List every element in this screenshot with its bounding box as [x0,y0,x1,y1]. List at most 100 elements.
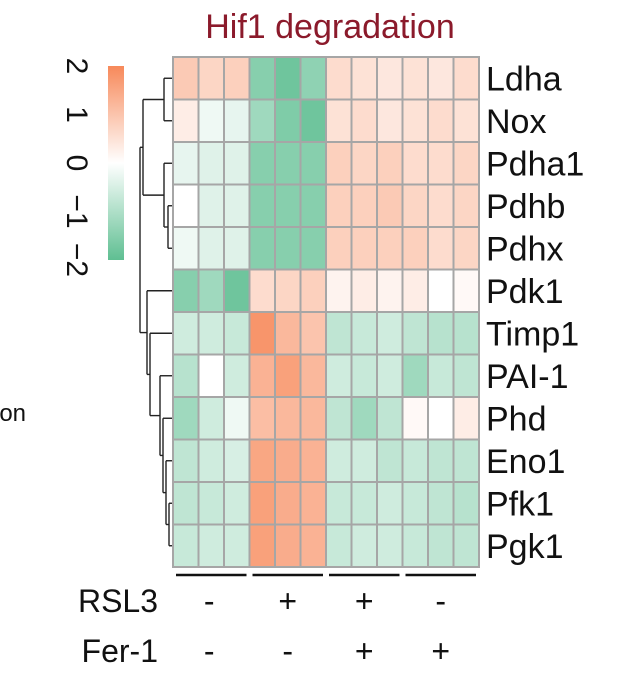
heatmap-cell [174,270,198,311]
heatmap-cell [199,483,223,524]
heatmap-cell [454,185,478,226]
heatmap-cell [454,228,478,269]
heatmap-cell [403,313,427,354]
heatmap-cell [378,483,402,524]
heatmap-cell [250,525,274,566]
heatmap-cell [352,483,376,524]
heatmap-cell [378,525,402,566]
heatmap-cell [378,270,402,311]
heatmap-cell [276,483,300,524]
heatmap-cell [429,398,453,439]
heatmap-cell [429,313,453,354]
row-label: Pfk1 [486,485,554,523]
heatmap-cell [327,228,351,269]
heatmap-cell [276,228,300,269]
heatmap-cell [327,398,351,439]
row-label: Ldha [486,60,562,98]
heatmap-cell [225,313,249,354]
heatmap-cell [454,313,478,354]
heatmap-cell [378,100,402,141]
heatmap-cell [276,100,300,141]
heatmap-cell [225,525,249,566]
heatmap-cell [454,355,478,396]
heatmap-cell [429,440,453,481]
row-label: Phd [486,400,547,438]
row-label: Pdhx [486,230,564,268]
heatmap-cell [199,355,223,396]
heatmap-cell [378,313,402,354]
heatmap-cell [327,313,351,354]
heatmap-cell [225,185,249,226]
heatmap-cell [301,313,325,354]
heatmap-cell [352,270,376,311]
heatmap-cell [250,483,274,524]
color-scale-tick: −1 [60,194,93,228]
heatmap-cell [174,313,198,354]
heatmap-cell [378,398,402,439]
heatmap-cell [403,270,427,311]
heatmap-cell [174,398,198,439]
heatmap-cell [174,228,198,269]
heatmap-cell [199,313,223,354]
heatmap-cell [301,398,325,439]
heatmap-cell [225,100,249,141]
heatmap-cell [250,313,274,354]
group-sign-label: + [278,583,297,619]
heatmap-cell [199,100,223,141]
group-sign-label: + [355,583,374,619]
heatmap-cell [352,440,376,481]
color-scale-tick: 1 [60,106,93,123]
heatmap-cell [429,525,453,566]
heatmap-cell [429,355,453,396]
heatmap-cell [327,270,351,311]
heatmap-cell [225,270,249,311]
heatmap-cell [250,355,274,396]
heatmap-cell [199,58,223,99]
heatmap-cell [378,143,402,184]
heatmap-cell [174,100,198,141]
cut-off-text: ion [0,400,26,427]
heatmap-cell [250,440,274,481]
row-label: Pdhb [486,188,565,226]
row-label: Timp1 [486,315,579,353]
heatmap-cell [250,398,274,439]
heatmap-cell [301,58,325,99]
heatmap-cells [172,56,480,568]
heatmap-cell [454,398,478,439]
group-sign-label: + [355,633,374,669]
heatmap-cell [429,483,453,524]
heatmap-cell [327,525,351,566]
heatmap-cell [454,270,478,311]
heatmap-cell [454,440,478,481]
color-scale-tick: 0 [60,155,93,172]
heatmap-cell [378,440,402,481]
heatmap-cell [199,143,223,184]
heatmap-cell [378,58,402,99]
heatmap-cell [276,313,300,354]
heatmap-cell [301,228,325,269]
heatmap-cell [225,483,249,524]
heatmap-cell [327,58,351,99]
heatmap-cell [250,185,274,226]
group-sign-label: - [204,583,215,619]
heatmap-cell [352,398,376,439]
heatmap-cell [327,100,351,141]
heatmap-cell [174,185,198,226]
row-label: PAI-1 [486,358,569,396]
heatmap-cell [429,185,453,226]
heatmap-cell [276,525,300,566]
heatmap-cell [301,100,325,141]
heatmap-cell [403,185,427,226]
heatmap-cell [174,355,198,396]
heatmap-cell [225,355,249,396]
heatmap-cell [327,185,351,226]
heatmap-cell [454,100,478,141]
heatmap-cell [352,525,376,566]
heatmap-cell [301,143,325,184]
heatmap-cell [225,228,249,269]
heatmap-cell [174,483,198,524]
heatmap-cell [429,228,453,269]
heatmap-cell [301,185,325,226]
heatmap-cell [403,355,427,396]
color-scale-tick: 2 [60,58,93,75]
